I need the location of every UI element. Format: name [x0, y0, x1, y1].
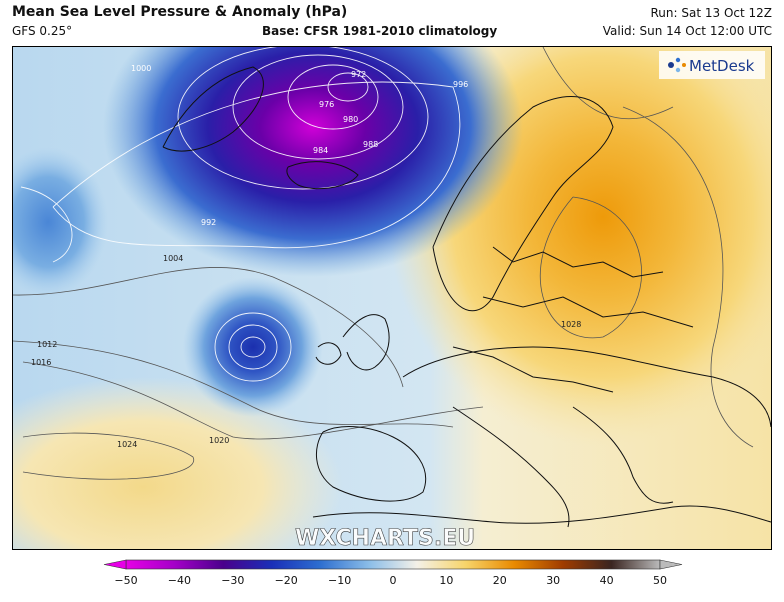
- isobar-label-1012: 1012: [37, 340, 57, 349]
- isobar-label-976: 976: [319, 100, 334, 109]
- isobar-label-988: 988: [363, 140, 378, 149]
- colorbar-tick-label: −10: [328, 574, 351, 587]
- colorbar-gradient: [125, 559, 661, 570]
- isobar-label-980: 980: [343, 115, 358, 124]
- metdesk-wordmark: MetDesk: [689, 57, 755, 75]
- metdesk-dots-icon: [668, 57, 686, 73]
- isobar-label-1020: 1020: [209, 436, 229, 445]
- colorbar-tick-label: 50: [653, 574, 667, 587]
- isobars-high: [13, 47, 754, 480]
- isobar-label-1016: 1016: [31, 358, 51, 367]
- coastlines: [162, 66, 771, 528]
- metdesk-logo: MetDesk: [659, 51, 765, 79]
- isobar-label-1004: 1004: [163, 254, 183, 263]
- colorbar-tick-label: 20: [493, 574, 507, 587]
- isobar-label-972: 972: [351, 70, 366, 79]
- colorbar-tick-label: 30: [546, 574, 560, 587]
- colorbar-tick-label: −50: [114, 574, 137, 587]
- map-canvas: 972 976 980 984 988 992 996 1000 1004 10…: [13, 47, 771, 549]
- isobars-low: [20, 47, 461, 382]
- colorbar-tick-label: −40: [168, 574, 191, 587]
- chart-title: Mean Sea Level Pressure & Anomaly (hPa): [12, 4, 348, 20]
- valid-time-label: Valid: Sun 14 Oct 12:00 UTC: [602, 24, 772, 38]
- pressure-anomaly-map: 972 976 980 984 988 992 996 1000 1004 10…: [12, 46, 772, 550]
- colorbar-tick-label: −20: [275, 574, 298, 587]
- anomaly-colorbar: −50 −40 −30 −20 −10 0 10 20 30 40 50: [98, 558, 688, 598]
- colorbar-tick-label: 0: [390, 574, 397, 587]
- isobar-labels-high: 1004 1012 1016 1020 1024 1028: [31, 254, 581, 449]
- positive-anomaly-azores: [13, 377, 343, 549]
- colorbar-min-arrow: [103, 559, 127, 570]
- colorbar-ticks: −50 −40 −30 −20 −10 0 10 20 30 40 50: [114, 574, 667, 587]
- colorbar-tick-label: 10: [439, 574, 453, 587]
- run-time-label: Run: Sat 13 Oct 12Z: [650, 6, 773, 20]
- isobar-label-1000: 1000: [131, 64, 151, 73]
- isobar-label-996: 996: [453, 80, 468, 89]
- isobar-label-992: 992: [201, 218, 216, 227]
- isobar-label-1024: 1024: [117, 440, 137, 449]
- colorbar-tick-label: −30: [221, 574, 244, 587]
- colorbar-tick-label: 40: [600, 574, 614, 587]
- isobar-labels: 972 976 980 984 988 992 996 1000: [131, 64, 468, 227]
- isobar-label-1028: 1028: [561, 320, 581, 329]
- colorbar-swatches: [103, 559, 683, 570]
- wxcharts-watermark: WXCHARTS.EU: [295, 526, 475, 549]
- isobar-label-984: 984: [313, 146, 328, 155]
- negative-anomaly-west: [13, 147, 108, 297]
- base-climatology-label: Base: CFSR 1981-2010 climatology: [262, 24, 498, 38]
- model-label: GFS 0.25°: [12, 24, 73, 38]
- negative-anomaly-atlantic: [183, 277, 323, 417]
- colorbar-max-arrow: [659, 559, 683, 570]
- colorbar-svg: −50 −40 −30 −20 −10 0 10 20 30 40 50: [103, 559, 683, 587]
